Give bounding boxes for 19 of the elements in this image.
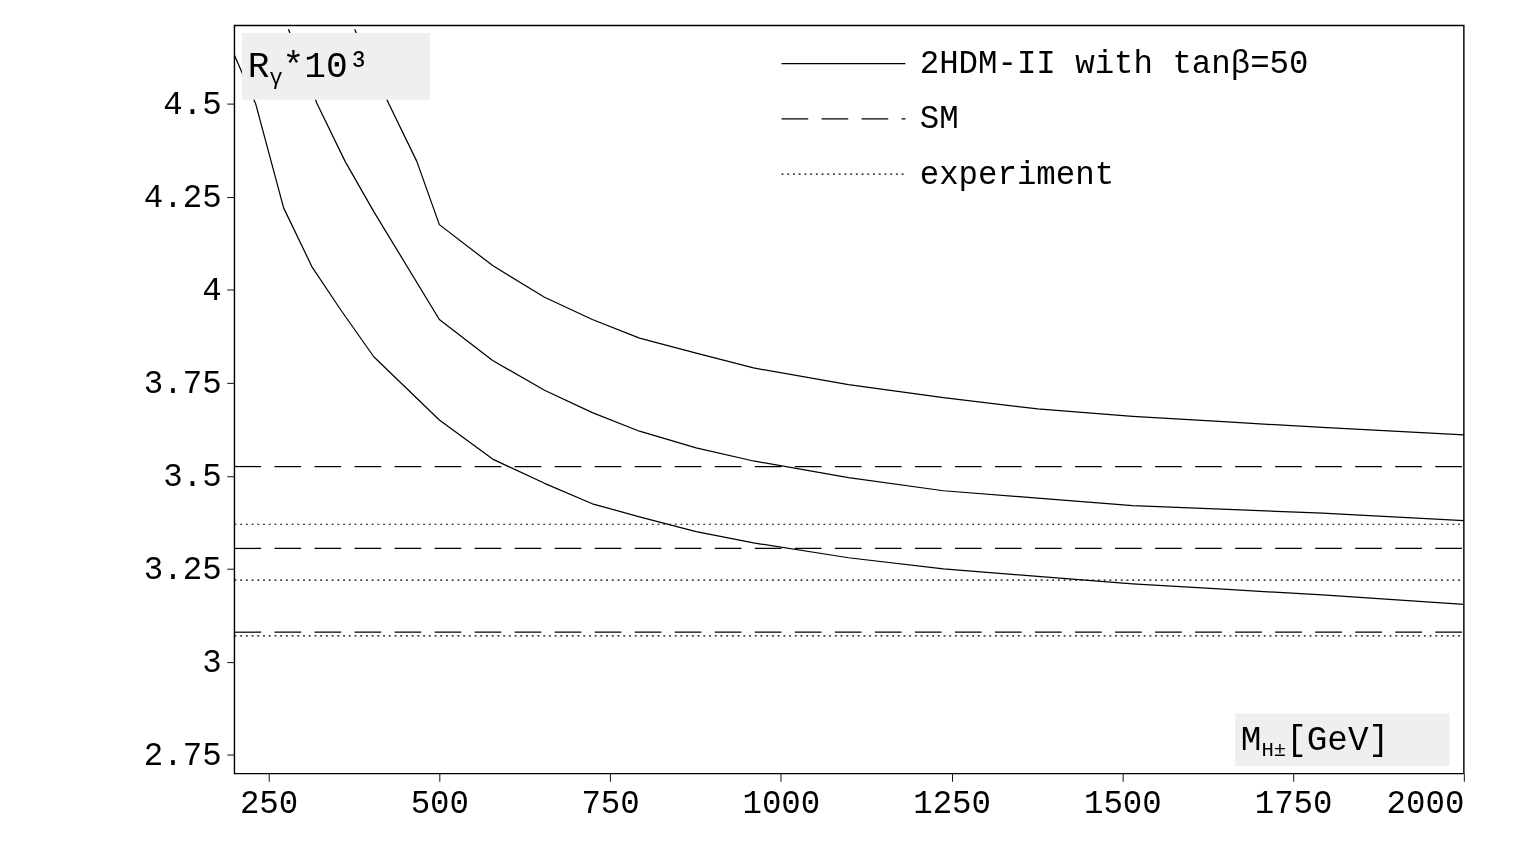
y-tick-label: 4.5: [163, 86, 222, 124]
legend-label: experiment: [919, 156, 1115, 194]
y-tick-label: 3: [202, 644, 222, 682]
x-tick-label: 750: [581, 786, 640, 824]
legend-label: 2HDM-II with tanβ=50: [919, 46, 1309, 84]
y-tick-label: 3.75: [143, 365, 222, 403]
x-tick-label: 1500: [1083, 786, 1162, 824]
x-tick-label: 500: [410, 786, 469, 824]
x-tick-label: 2000: [1386, 786, 1465, 824]
y-tick-label: 3.25: [143, 551, 222, 589]
y-tick-label: 4: [202, 272, 222, 310]
x-tick-label: 1750: [1254, 786, 1333, 824]
y-tick-label: 4.25: [143, 179, 222, 217]
x-tick-label: 250: [239, 786, 299, 824]
x-tick-label: 1250: [913, 786, 991, 824]
y-tick-label: 2.75: [143, 738, 222, 776]
x-tick-label: 1000: [742, 786, 821, 824]
legend-label: SM: [919, 101, 959, 139]
y-tick-label: 3.5: [163, 458, 222, 496]
